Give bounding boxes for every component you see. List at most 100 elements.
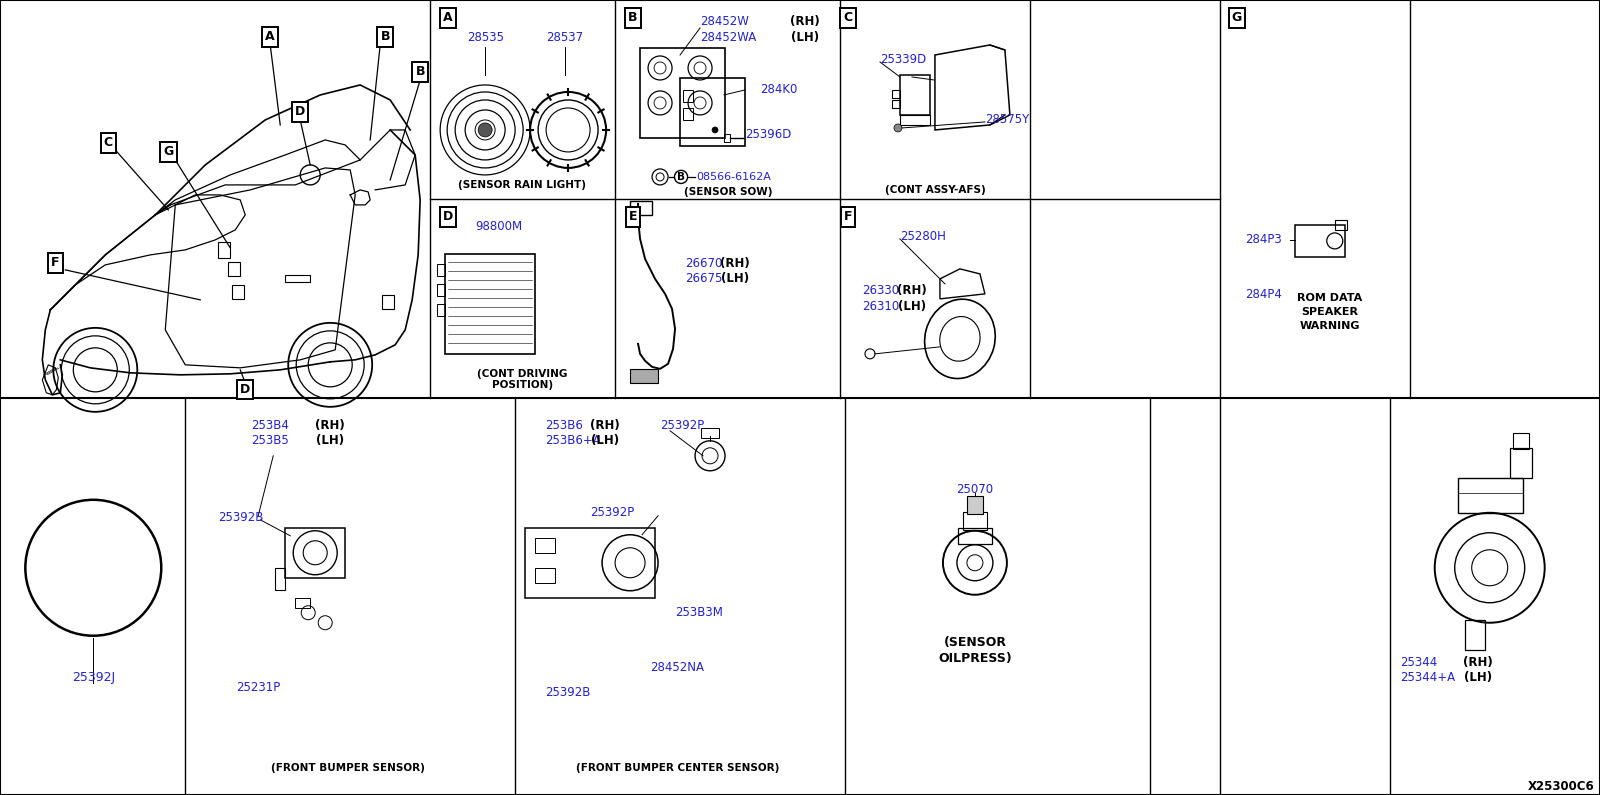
Bar: [229, 262, 240, 276]
Text: A: A: [443, 11, 453, 25]
Circle shape: [478, 123, 493, 137]
Bar: [1458, 478, 1523, 513]
Text: (LH): (LH): [1464, 671, 1491, 684]
Bar: [725, 134, 730, 142]
Text: (RH): (RH): [898, 285, 926, 297]
Bar: [966, 496, 982, 514]
Text: 253B5: 253B5: [251, 434, 290, 448]
Circle shape: [894, 124, 902, 132]
Text: 28452W: 28452W: [701, 15, 749, 29]
Bar: [1510, 448, 1531, 478]
Text: 28575Y: 28575Y: [986, 114, 1029, 126]
Text: (SENSOR: (SENSOR: [944, 636, 1006, 650]
Bar: [1512, 432, 1528, 449]
Bar: [680, 78, 746, 146]
Bar: [285, 528, 346, 578]
Text: F: F: [51, 257, 59, 270]
Bar: [640, 48, 725, 138]
Text: 28452WA: 28452WA: [701, 32, 757, 45]
Text: (CONT DRIVING: (CONT DRIVING: [477, 369, 568, 379]
Text: (LH): (LH): [722, 273, 749, 285]
Text: B: B: [629, 11, 638, 25]
Text: 26310: 26310: [862, 301, 899, 313]
Text: (LH): (LH): [898, 301, 926, 313]
Text: G: G: [1232, 11, 1242, 25]
Bar: [683, 90, 693, 102]
Text: (CONT ASSY-AFS): (CONT ASSY-AFS): [885, 185, 986, 195]
Bar: [437, 304, 445, 316]
Text: (LH): (LH): [590, 434, 619, 448]
Text: A: A: [266, 30, 275, 44]
Text: (FRONT BUMPER SENSOR): (FRONT BUMPER SENSOR): [272, 762, 426, 773]
Text: 253B6+A: 253B6+A: [546, 434, 602, 448]
Text: ROM DATA: ROM DATA: [1298, 293, 1362, 303]
Bar: [534, 537, 555, 553]
Bar: [1294, 225, 1344, 257]
Text: 25396D: 25396D: [746, 129, 792, 142]
Bar: [382, 295, 394, 309]
Text: (LH): (LH): [790, 32, 819, 45]
Text: 253B4: 253B4: [251, 419, 290, 432]
Text: (RH): (RH): [1462, 656, 1493, 669]
Bar: [963, 512, 987, 529]
Text: 26330: 26330: [862, 285, 899, 297]
Text: 284P4: 284P4: [1245, 289, 1282, 301]
Bar: [958, 528, 992, 544]
Text: 25344: 25344: [1400, 656, 1437, 669]
Bar: [525, 528, 654, 598]
Bar: [683, 108, 693, 120]
Text: 28535: 28535: [467, 32, 504, 45]
Bar: [630, 369, 658, 383]
Text: B: B: [381, 30, 390, 44]
Text: D: D: [240, 383, 250, 397]
Text: 25339D: 25339D: [880, 53, 926, 67]
Text: (LH): (LH): [317, 434, 344, 448]
Text: (SENSOR SOW): (SENSOR SOW): [683, 187, 773, 197]
Text: 98800M: 98800M: [475, 220, 522, 234]
Circle shape: [712, 127, 718, 133]
Bar: [630, 201, 653, 215]
Bar: [899, 75, 930, 115]
Bar: [891, 100, 899, 108]
Text: 25231P: 25231P: [237, 681, 280, 694]
Text: (SENSOR RAIN LIGHT): (SENSOR RAIN LIGHT): [458, 180, 586, 190]
Text: G: G: [163, 145, 173, 158]
Text: B: B: [677, 172, 685, 182]
Text: 25392J: 25392J: [72, 671, 115, 684]
Bar: [445, 254, 534, 354]
Text: SPEAKER: SPEAKER: [1301, 307, 1358, 317]
Text: 26675: 26675: [685, 273, 723, 285]
Text: 253B3M: 253B3M: [675, 607, 723, 619]
Text: 28537: 28537: [547, 32, 584, 45]
Text: E: E: [629, 211, 637, 223]
Bar: [232, 285, 245, 299]
Bar: [1334, 220, 1347, 230]
Text: 284P3: 284P3: [1245, 234, 1282, 246]
Text: 284K0: 284K0: [760, 83, 797, 96]
Text: (RH): (RH): [590, 419, 619, 432]
Text: 08566-6162A: 08566-6162A: [696, 172, 771, 182]
Text: D: D: [443, 211, 453, 223]
Text: 25392P: 25392P: [590, 506, 634, 519]
Bar: [1464, 620, 1485, 650]
Bar: [275, 568, 285, 590]
Text: 25392P: 25392P: [661, 419, 704, 432]
Text: OILPRESS): OILPRESS): [938, 652, 1011, 665]
Bar: [899, 115, 930, 125]
Bar: [891, 90, 899, 98]
Text: C: C: [104, 137, 114, 149]
Text: 25070: 25070: [957, 483, 994, 496]
Bar: [296, 598, 310, 607]
Text: POSITION): POSITION): [491, 380, 552, 390]
Bar: [437, 284, 445, 296]
Text: (RH): (RH): [790, 15, 819, 29]
Text: 25392B: 25392B: [546, 686, 590, 700]
Text: 26670: 26670: [685, 258, 723, 270]
Text: 25392B: 25392B: [218, 511, 264, 524]
Bar: [437, 264, 445, 276]
Bar: [534, 568, 555, 583]
Bar: [701, 428, 718, 438]
Text: WARNING: WARNING: [1299, 321, 1360, 331]
Text: 28452NA: 28452NA: [650, 661, 704, 674]
Text: D: D: [294, 106, 306, 118]
